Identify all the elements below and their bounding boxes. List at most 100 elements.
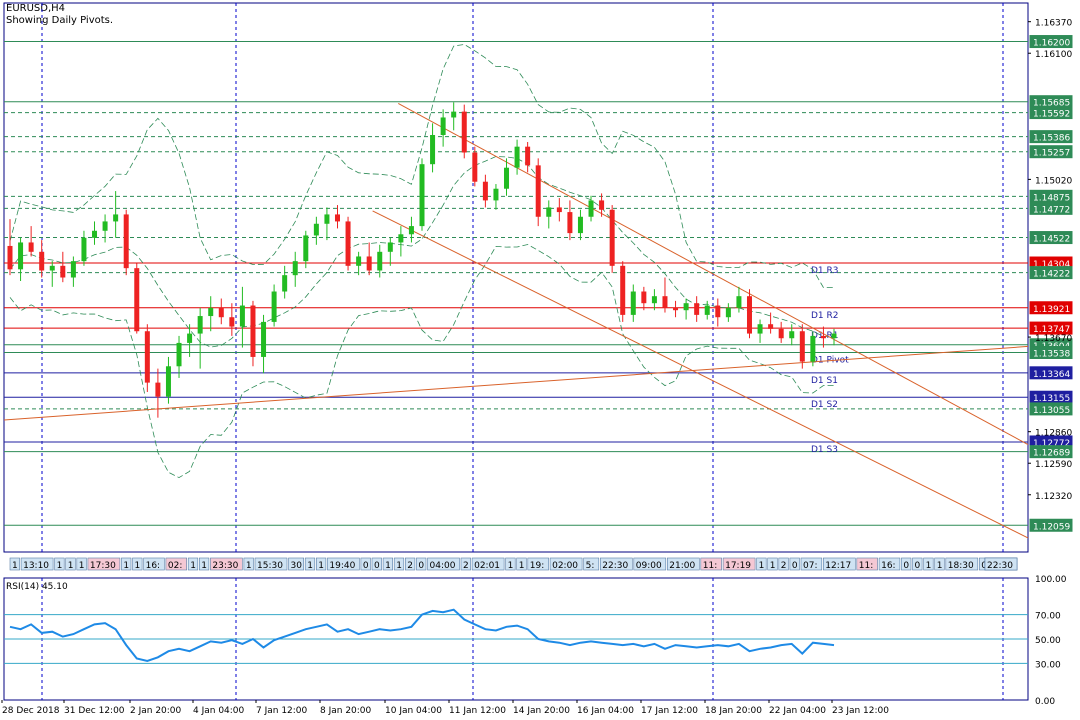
chart-symbol-title: EURUSD,H4	[6, 3, 66, 14]
candle-body	[725, 307, 731, 318]
price-level-box	[1029, 345, 1073, 359]
candle-body	[49, 265, 55, 271]
band-lower	[9, 244, 834, 479]
time-strip-label: 1	[926, 561, 932, 571]
price-level-label: 1.13747	[1033, 325, 1070, 335]
x-axis-label: 11 Jan 12:00	[449, 706, 506, 716]
candle-body	[419, 164, 425, 227]
time-strip-label: 1	[307, 561, 313, 571]
candle-body	[81, 237, 87, 262]
candle-body	[778, 328, 784, 339]
candle-body	[535, 165, 541, 217]
time-strip-box	[243, 557, 254, 571]
time-strip-box	[923, 557, 934, 571]
time-strip-label: 17:19	[725, 561, 751, 571]
x-axis-label: 7 Jan 12:00	[256, 706, 308, 716]
time-strip-label: 19:40	[329, 561, 355, 571]
rsi-level-label: 30.00	[1035, 660, 1061, 670]
time-strip-box	[471, 557, 505, 571]
candle-body	[271, 291, 277, 322]
pivot-label: D1 R3	[811, 266, 839, 276]
time-strip-label: 5:	[586, 561, 595, 571]
time-strip-label: 2	[407, 561, 413, 571]
price-level-box	[1029, 321, 1073, 335]
time-strip-box	[382, 557, 394, 571]
time-strip-label: 23:30	[212, 561, 238, 571]
time-strip-label: 18:30	[948, 561, 974, 571]
candle-body	[18, 242, 24, 270]
rsi-line	[9, 608, 835, 663]
time-strip-label: 22:30	[987, 561, 1013, 571]
pivot-label: D1 R2	[811, 311, 839, 321]
time-strip-box	[20, 557, 54, 571]
time-strip-label: 1	[508, 561, 514, 571]
x-axis-label: 31 Dec 12:00	[64, 706, 125, 716]
price-level-label: 1.14772	[1033, 205, 1070, 215]
time-strip-label: 02:01	[474, 561, 500, 571]
candle-body	[694, 303, 700, 315]
candle-body	[387, 242, 393, 252]
x-axis-label: 28 Dec 2018	[2, 706, 60, 716]
candle-body	[810, 335, 816, 362]
time-strip-box	[505, 557, 516, 571]
price-level-label: 1.12059	[1033, 522, 1070, 532]
candle-body	[768, 324, 774, 329]
time-strip-box	[767, 557, 778, 571]
candle-body	[197, 316, 203, 334]
price-level-label: 1.15592	[1033, 110, 1070, 120]
price-level-label: 1.13155	[1033, 394, 1070, 404]
candle-body	[123, 214, 129, 269]
time-strip-label: 0	[792, 561, 798, 571]
time-strip-box	[371, 557, 382, 571]
time-strip-box	[516, 557, 527, 571]
time-strip-label: 1	[519, 561, 525, 571]
time-strip-label: 15:30	[257, 561, 283, 571]
candle-body	[736, 296, 742, 308]
price-level-box	[1029, 518, 1073, 532]
time-strip-label: 1	[318, 561, 324, 571]
candle-body	[514, 146, 520, 168]
candle-body	[440, 117, 446, 135]
price-level-box	[1029, 301, 1073, 315]
time-strip-label: 1	[246, 561, 252, 571]
time-strip-box	[187, 557, 199, 571]
candle-body	[641, 291, 647, 304]
candle-body	[218, 307, 224, 318]
rsi-level-label: 50.00	[1035, 636, 1061, 646]
time-strip-label: 1	[57, 561, 63, 571]
trendline-lower-channel	[372, 210, 1029, 539]
candle-body	[831, 333, 837, 339]
candle-body	[70, 261, 76, 278]
time-strip-label: 07:	[803, 561, 817, 571]
price-tick-label: 1.16370	[1035, 19, 1072, 29]
price-level-box	[1029, 231, 1073, 245]
candle-body	[715, 305, 721, 318]
time-strip-box	[327, 557, 360, 571]
time-strip-box	[527, 557, 549, 571]
time-strip-box	[393, 557, 405, 571]
price-level-label: 1.14522	[1033, 235, 1070, 245]
time-strip-box	[143, 557, 165, 571]
price-level-label: 1.12772	[1033, 439, 1070, 449]
time-strip-label: 02:	[168, 561, 182, 571]
candle-body	[261, 321, 267, 357]
time-strip-label: 2	[781, 561, 787, 571]
x-axis-label: 2 Jan 20:00	[130, 706, 182, 716]
time-strip-label: 16:	[146, 561, 160, 571]
pivot-label: D1 S1	[811, 376, 838, 386]
time-strip-label: 1	[759, 561, 765, 571]
trendline-upper-channel	[398, 103, 1029, 445]
candle-body	[556, 207, 562, 213]
candle-body	[451, 111, 457, 118]
candle-body	[377, 251, 383, 271]
candle-body	[588, 200, 594, 217]
time-strip-box	[856, 557, 878, 571]
x-axis-label: 17 Jan 12:00	[641, 706, 698, 716]
time-strip-box	[549, 557, 583, 571]
price-level-label: 1.15386	[1033, 134, 1070, 144]
pivot-label: D1 S3	[811, 445, 838, 455]
x-axis-label: 10 Jan 04:00	[385, 706, 442, 716]
price-tick-label: 1.12320	[1035, 492, 1072, 502]
time-strip-label: 0	[981, 561, 987, 571]
